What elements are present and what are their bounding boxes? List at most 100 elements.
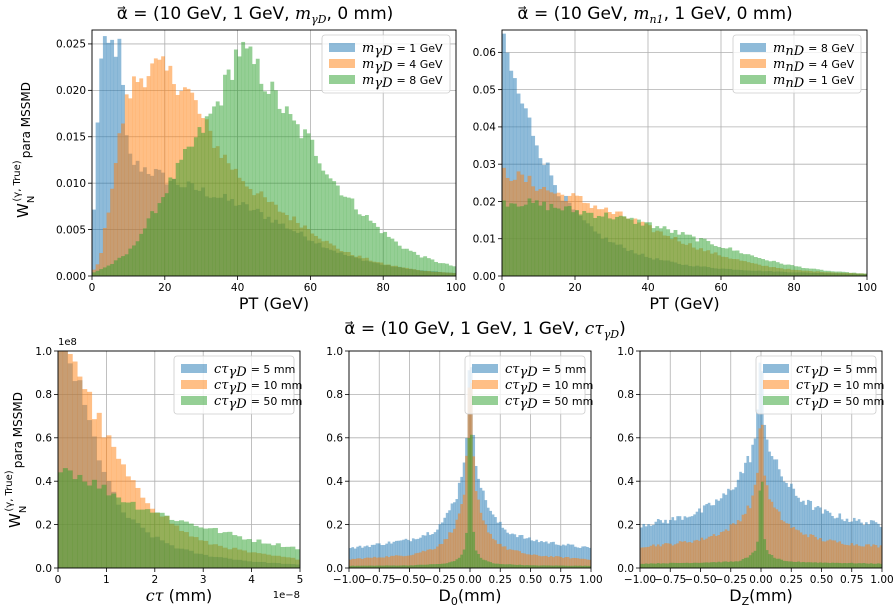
bar-bottom-right-0-88	[852, 517, 856, 568]
bar-top-right-2-92	[837, 271, 842, 276]
bar-bottom-right-2-43	[744, 557, 747, 568]
bar-bottom-middle-2-38	[440, 563, 444, 568]
bar-top-right-2-88	[823, 270, 828, 276]
legend-label-bottom-left-1: cτγD = 10 mm	[214, 378, 302, 396]
bar-top-left-2-62	[317, 163, 322, 276]
bar-bottom-right-0-3	[647, 524, 650, 568]
bar-bottom-middle-1-52	[474, 491, 478, 568]
bar-bottom-middle-1-9	[370, 557, 374, 568]
bar-top-left-1-18	[157, 59, 162, 276]
bar-bottom-right-0-73	[816, 506, 820, 568]
bar-top-left-2-75	[365, 215, 369, 276]
bar-bottom-middle-2-13	[380, 565, 384, 568]
bar-bottom-right-0-36	[727, 488, 730, 568]
bar-top-right-2-48	[677, 234, 682, 276]
bar-bottom-left-1-2	[67, 354, 73, 568]
bar-bottom-middle-1-4	[358, 558, 362, 568]
bar-top-right-2-87	[819, 269, 824, 276]
bar-top-right-2-23	[585, 212, 590, 276]
bar-top-right-0-2	[509, 70, 514, 276]
xtick-label-top-right-4: 80	[787, 282, 800, 294]
xlabel-math-bottom-left: cτ	[146, 586, 165, 605]
bar-bottom-middle-2-56	[484, 560, 488, 568]
bar-bottom-right-1-62	[790, 527, 793, 568]
bar-bottom-middle-1-64	[503, 546, 507, 568]
bar-bottom-middle-0-4	[358, 545, 362, 568]
bar-bottom-middle-2-35	[433, 564, 437, 568]
bar-bottom-middle-0-78	[537, 542, 541, 568]
bar-bottom-middle-0-71	[520, 535, 524, 568]
bar-bottom-middle-0-79	[540, 541, 543, 568]
bar-bottom-middle-1-31	[424, 551, 427, 568]
bar-top-left-1-4	[106, 212, 111, 276]
bar-bottom-middle-2-70	[518, 564, 522, 568]
xtick-label-top-right-2: 40	[641, 282, 654, 294]
bar-top-right-2-27	[600, 216, 605, 276]
bar-bottom-left-2-45	[275, 543, 281, 568]
ytick-label-top-right-2: 0.02	[473, 196, 496, 208]
bar-top-right-2-3	[512, 203, 517, 276]
bar-bottom-right-2-19	[685, 562, 689, 568]
bar-bottom-right-1-78	[828, 539, 832, 568]
bar-bottom-right-1-13	[671, 545, 675, 568]
bar-bottom-right-1-46	[751, 495, 754, 568]
bar-bottom-right-1-64	[794, 529, 798, 568]
bar-bottom-middle-1-28	[416, 552, 420, 568]
bar-bottom-middle-0-22	[402, 539, 405, 568]
bar-bottom-left-2-1	[62, 468, 68, 568]
bar-bottom-middle-2-3	[356, 565, 359, 568]
bar-top-left-2-15	[146, 218, 151, 276]
bar-bottom-left-2-3	[72, 479, 78, 568]
bar-bottom-middle-1-90	[566, 557, 570, 568]
bar-bottom-middle-1-25	[409, 555, 413, 568]
legend-val-bottom-middle-0: = 5 mm	[542, 363, 587, 376]
bar-top-right-2-45	[666, 229, 671, 276]
bar-bottom-middle-1-44	[455, 519, 459, 568]
bar-bottom-middle-0-24	[407, 539, 410, 568]
bar-bottom-middle-1-72	[523, 553, 526, 568]
bar-bottom-middle-0-72	[523, 538, 526, 568]
bar-bottom-middle-1-54	[479, 512, 483, 568]
bar-bottom-left-2-37	[237, 536, 243, 568]
bar-bottom-left-2-7	[91, 479, 97, 568]
xtick-label-top-right-3: 60	[714, 282, 727, 294]
xtick-label-bottom-middle-2: −0.50	[393, 574, 425, 586]
bar-top-right-2-78	[786, 264, 791, 276]
bar-bottom-right-2-42	[741, 558, 745, 568]
bar-bottom-middle-2-61	[496, 563, 500, 568]
legend-math-bottom-left-1: cτ	[214, 378, 229, 393]
bar-bottom-right-2-35	[724, 561, 728, 568]
legend-swatch-bottom-right-0	[763, 364, 789, 373]
bar-bottom-middle-2-28	[416, 564, 420, 568]
bar-bottom-middle-0-14	[382, 544, 386, 568]
bar-bottom-right-1-65	[797, 530, 800, 568]
bar-bottom-middle-0-12	[378, 543, 381, 568]
bar-top-left-1-15	[146, 76, 151, 276]
bar-top-left-2-9	[124, 254, 129, 276]
bar-top-left-2-0	[92, 272, 96, 276]
bar-bottom-middle-2-92	[571, 565, 575, 568]
bar-bottom-right-1-35	[724, 529, 728, 568]
bar-top-right-2-42	[655, 226, 660, 276]
xtick-label-top-left-2: 40	[231, 282, 244, 294]
bar-bottom-left-2-36	[232, 535, 238, 568]
bar-bottom-right-2-3	[647, 563, 650, 568]
bar-bottom-middle-0-74	[528, 537, 531, 568]
bar-bottom-left-2-10	[106, 495, 112, 568]
bar-bottom-right-0-8	[659, 520, 662, 568]
bar-top-left-2-82	[390, 238, 395, 276]
bar-bottom-right-2-57	[777, 558, 781, 568]
bar-bottom-right-1-93	[865, 544, 868, 568]
bar-bottom-middle-1-61	[496, 543, 500, 568]
bar-bottom-middle-0-23	[404, 538, 408, 568]
bar-bottom-right-1-77	[826, 540, 829, 568]
legend-math-top-right-0: m	[773, 41, 785, 56]
bar-top-left-1-5	[110, 188, 115, 276]
legend-val-bottom-middle-1: = 10 mm	[542, 379, 594, 392]
bar-top-right-2-11	[542, 201, 546, 276]
bar-bottom-left-2-28	[193, 525, 199, 568]
bar-bottom-middle-0-90	[566, 543, 570, 568]
xtick-label-bottom-right-2: −0.50	[684, 574, 716, 586]
bar-bottom-right-1-96	[872, 544, 875, 568]
bar-top-left-1-19	[161, 56, 165, 276]
